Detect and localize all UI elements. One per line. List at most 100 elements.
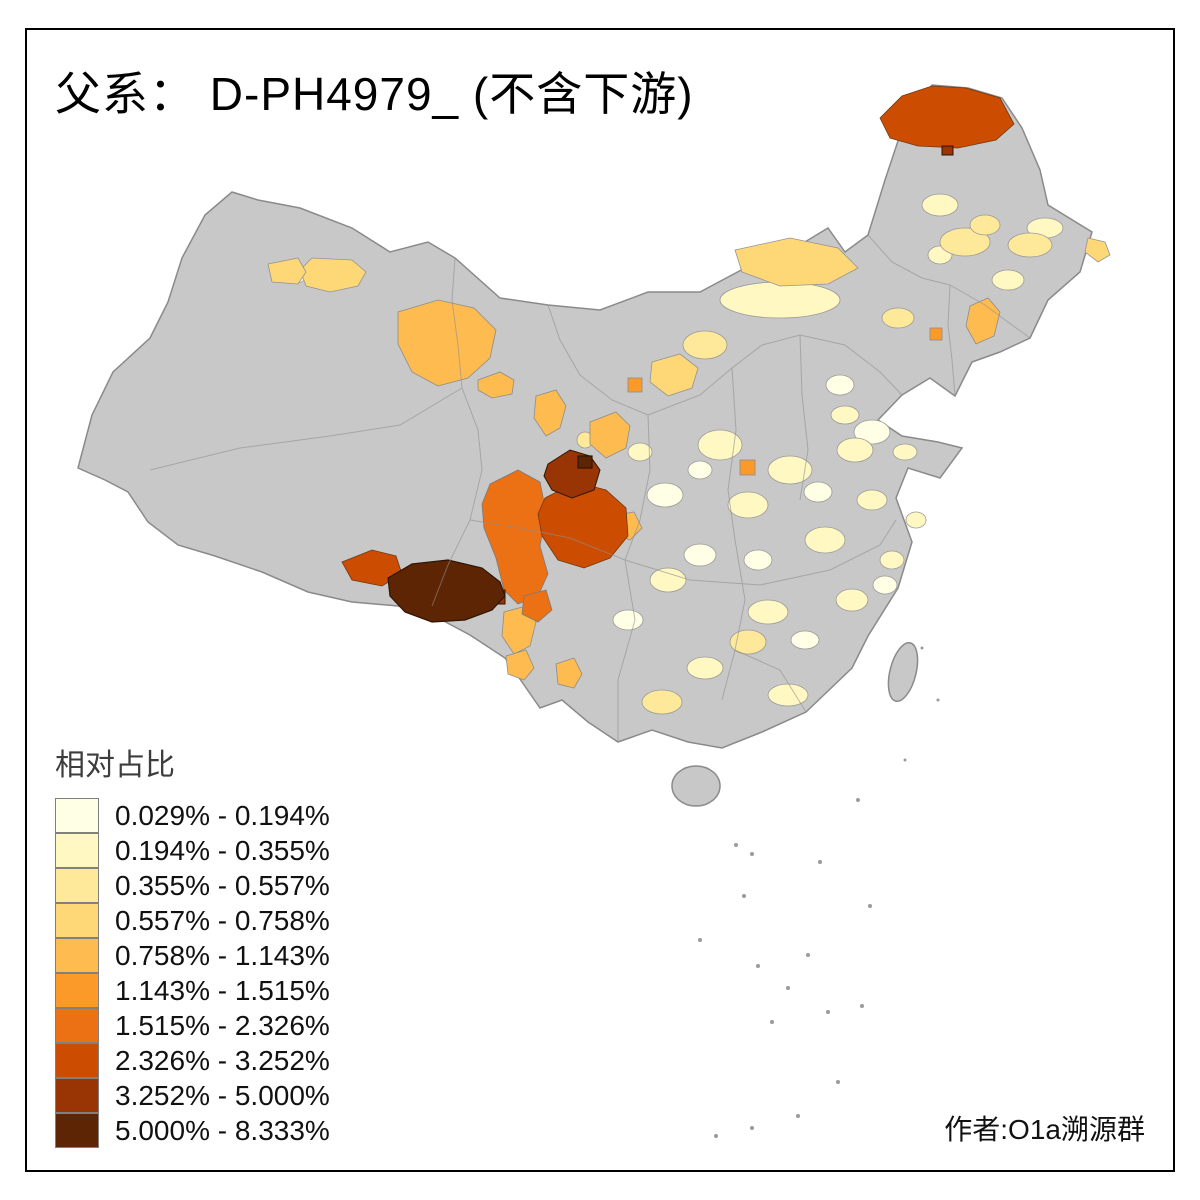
region [747, 599, 789, 625]
region [939, 227, 991, 257]
legend-label: 0.029% - 0.194% [115, 799, 330, 831]
legend-swatch [55, 903, 99, 938]
region [729, 629, 767, 655]
border-line [867, 234, 951, 286]
region [641, 689, 683, 715]
legend-row: 1.515% - 2.326% [55, 1008, 330, 1043]
legend-swatch [55, 938, 99, 973]
islet [836, 1080, 840, 1084]
border-line [727, 367, 737, 541]
region [991, 269, 1025, 291]
islet [868, 904, 872, 908]
islet [806, 953, 810, 957]
region [589, 411, 631, 459]
taiwan-island [887, 641, 919, 703]
legend-swatch [55, 868, 99, 903]
islet [750, 852, 754, 856]
islet [698, 938, 702, 942]
region [505, 649, 535, 681]
region [719, 281, 841, 319]
border-line [949, 284, 1031, 339]
legend-swatch [55, 1078, 99, 1113]
region [649, 353, 699, 397]
legend-swatch [55, 833, 99, 868]
region [835, 588, 869, 612]
border-line [721, 539, 746, 701]
region [767, 683, 809, 707]
border-line [451, 257, 463, 389]
islet [826, 1010, 830, 1014]
legend-row: 0.029% - 0.194% [55, 798, 330, 833]
region [649, 567, 687, 593]
region [830, 405, 860, 425]
region [879, 550, 905, 570]
islet [734, 843, 738, 847]
region [941, 145, 954, 156]
region [577, 455, 593, 469]
islet [786, 986, 790, 990]
region [905, 511, 927, 529]
attribution: 作者:O1a溯源群 [944, 1114, 1145, 1145]
region [804, 526, 846, 554]
legend-label: 0.355% - 0.557% [115, 869, 330, 901]
region [477, 371, 515, 399]
border-line [947, 284, 956, 397]
legend-label: 0.194% - 0.355% [115, 834, 330, 866]
regions-class-6 [627, 327, 943, 476]
islet [742, 894, 746, 898]
legend-label: 0.557% - 0.758% [115, 904, 330, 936]
islet [920, 646, 924, 650]
islet [903, 758, 907, 762]
region [836, 437, 874, 463]
legend-row: 0.557% - 0.758% [55, 903, 330, 938]
legend-label: 1.515% - 2.326% [115, 1009, 330, 1041]
region [881, 307, 915, 329]
regions-class-7 [481, 469, 553, 623]
legend-swatch [55, 1008, 99, 1043]
region [743, 549, 773, 571]
region [627, 377, 643, 393]
islet [770, 1020, 774, 1024]
border-line [149, 387, 463, 471]
legend-title: 相对占比 [55, 749, 175, 782]
region [612, 609, 644, 631]
legend-row: 1.143% - 1.515% [55, 973, 330, 1008]
region [521, 589, 553, 623]
legend-swatch [55, 798, 99, 833]
region [627, 442, 653, 462]
regions-class-2 [627, 193, 1064, 707]
province-borders [149, 234, 1031, 742]
islet [750, 1126, 754, 1130]
islet [936, 698, 940, 702]
hainan-island [671, 765, 721, 807]
islet [796, 1114, 800, 1118]
legend-label: 5.000% - 8.333% [115, 1114, 330, 1146]
region [683, 543, 717, 567]
region [739, 459, 756, 476]
regions-class-4 [267, 237, 1111, 397]
region [387, 559, 506, 623]
region [682, 330, 728, 360]
legend-swatch [55, 1043, 99, 1078]
region [555, 657, 583, 689]
region [1007, 232, 1053, 258]
legend-label: 1.143% - 1.515% [115, 974, 330, 1006]
region [853, 419, 891, 445]
border-line [734, 649, 807, 713]
islet [818, 860, 822, 864]
region [892, 443, 918, 461]
border-line [469, 519, 626, 561]
region [687, 460, 713, 480]
islet [856, 798, 860, 802]
region [872, 575, 898, 595]
legend-label: 2.326% - 3.252% [115, 1044, 330, 1076]
legend-swatch [55, 1113, 99, 1148]
border-line [431, 387, 483, 607]
region [646, 482, 684, 508]
islet [860, 1004, 864, 1008]
border-line [617, 559, 636, 742]
legend-row: 3.252% - 5.000% [55, 1078, 330, 1113]
region [734, 237, 859, 287]
region [267, 257, 307, 285]
